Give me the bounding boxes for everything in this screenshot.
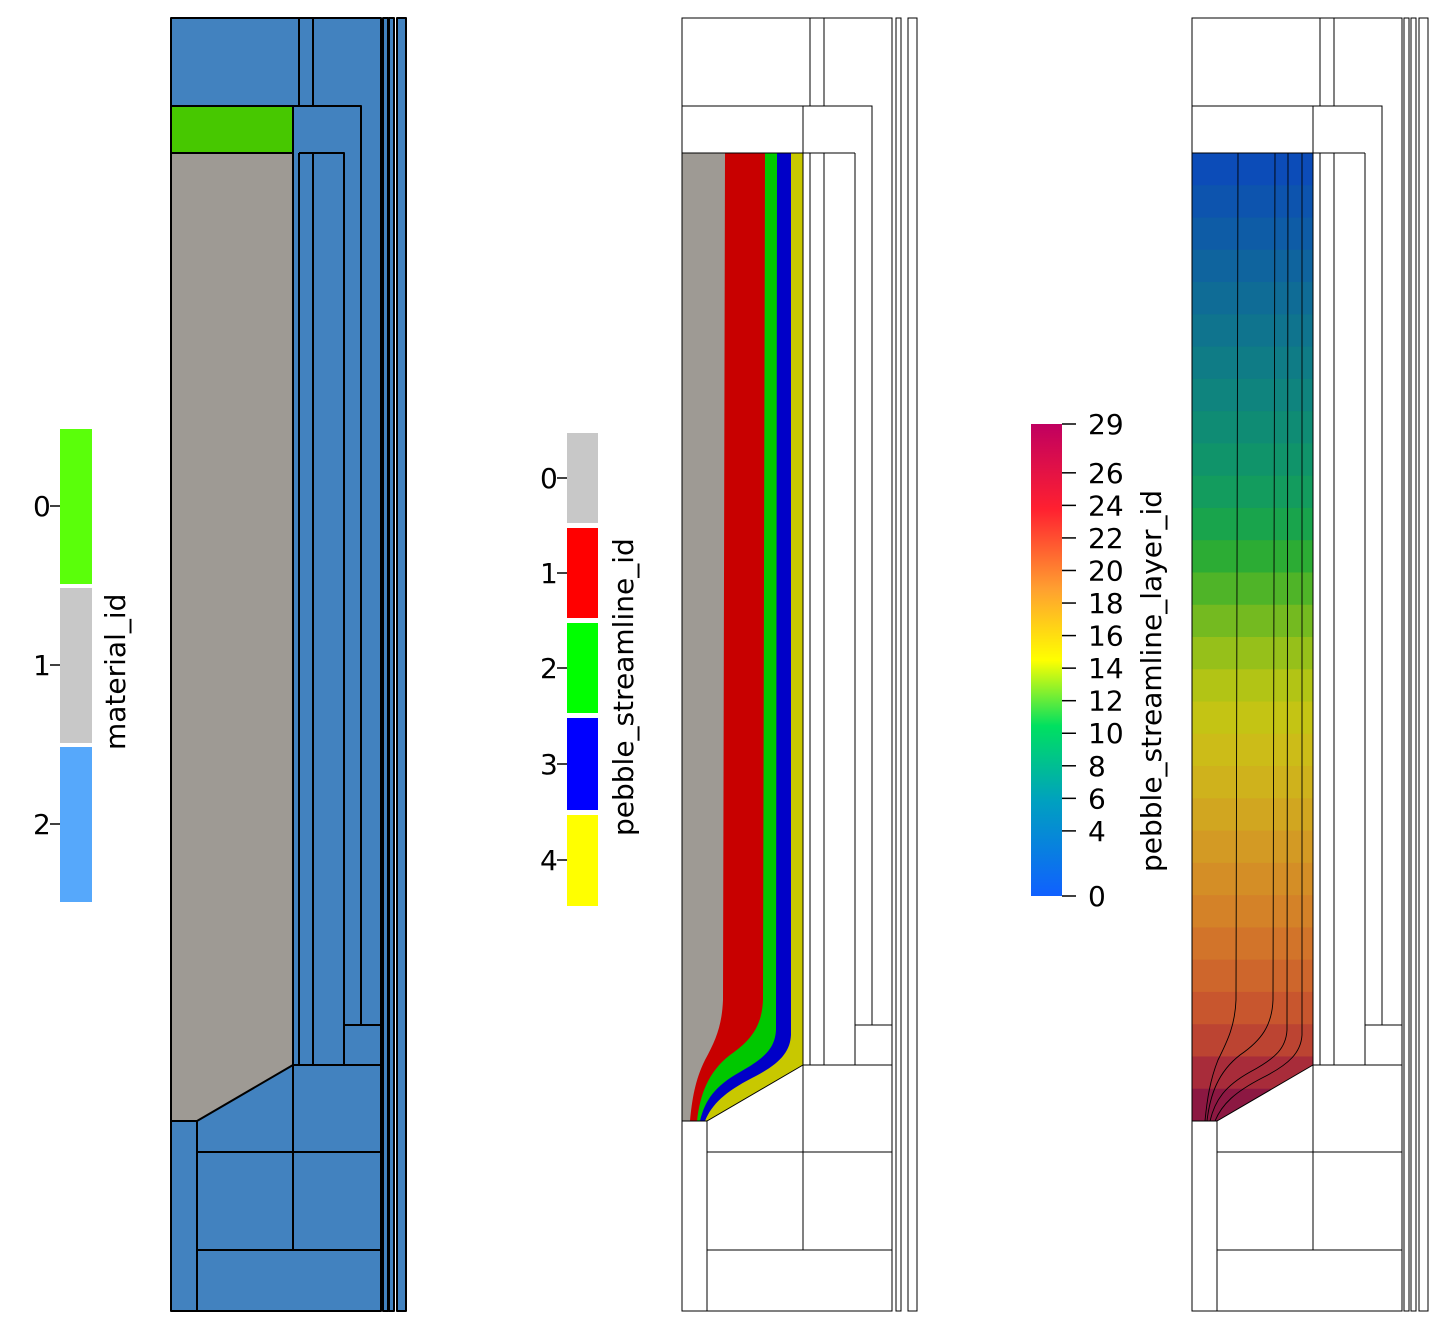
material-swatch-2: [60, 747, 92, 902]
layer-band: [1192, 830, 1313, 864]
layer-band: [1192, 443, 1313, 477]
layer-band: [1192, 991, 1313, 1025]
layer-tick-label: 18: [1088, 587, 1124, 620]
layer-tick-label: 14: [1088, 652, 1124, 685]
layer-tick-label: 29: [1088, 408, 1124, 441]
streamline-swatch-4: [567, 815, 598, 906]
layer-band: [1192, 282, 1313, 315]
layer-band: [1192, 1088, 1313, 1121]
layer-band: [1192, 766, 1313, 799]
top-reflector-green: [170, 105, 294, 154]
streamline-swatch-2: [567, 623, 598, 713]
layer-band: [1192, 701, 1313, 735]
material-tick-2: 2: [33, 808, 51, 841]
streamline-tick-2: 2: [540, 652, 558, 685]
layer-streamline-line-3: [1209, 152, 1289, 1122]
fuel-region-gray: [170, 152, 294, 1122]
layer-band: [1192, 637, 1313, 670]
layer-tick-label: 24: [1088, 489, 1124, 522]
streamline-swatch-3: [567, 718, 598, 810]
layer-band: [1192, 733, 1313, 767]
layer-streamline-line-2: [1206, 152, 1276, 1122]
layer-tick-label: 12: [1088, 685, 1124, 718]
layer-tick-label: 22: [1088, 522, 1124, 555]
layer-band: [1192, 153, 1313, 186]
layer-tick-label: 0: [1088, 880, 1106, 913]
layer-band: [1192, 604, 1313, 638]
streamline-swatch-0: [567, 433, 598, 523]
layer-legend-title: pebble_streamline_layer_id: [1135, 490, 1168, 872]
layer-band: [1192, 314, 1313, 348]
layer-band: [1192, 507, 1313, 541]
layer-tick-label: 8: [1088, 750, 1106, 783]
streamline-tick-0: 0: [540, 462, 558, 495]
material-panel: 0 1 2 material_id: [33, 17, 407, 1312]
layer-tick-label: 16: [1088, 620, 1124, 653]
layer-tick-label: 4: [1088, 815, 1106, 848]
layer-band: [1192, 669, 1313, 703]
layer-band: [1192, 411, 1313, 444]
layer-band: [1192, 927, 1313, 961]
layer-streamline-line-4: [1214, 153, 1303, 1122]
layer-streamline-line-1: [1204, 152, 1239, 1122]
material-tick-1: 1: [33, 649, 51, 682]
layer-band: [1192, 895, 1313, 928]
material-swatch-1: [60, 588, 92, 743]
streamline-band-0: [682, 153, 725, 1121]
layer-tick-label: 10: [1088, 717, 1124, 750]
streamline-bands: [682, 153, 803, 1121]
layer-band: [1192, 1024, 1313, 1058]
material-tick-0: 0: [33, 490, 51, 523]
layer-band: [1192, 378, 1313, 412]
material-geometry: [170, 17, 407, 1312]
layer-bands: [1192, 153, 1313, 1121]
layer-tick-label: 20: [1088, 554, 1124, 587]
streamline-panel: 0 1 2 3 4 pebble_streamline_id: [540, 17, 918, 1312]
material-legend: 0 1 2 material_id: [33, 429, 132, 902]
layer-band: [1192, 217, 1313, 251]
material-legend-title: material_id: [99, 594, 132, 750]
layer-tick-label: 26: [1088, 457, 1124, 490]
streamline-tick-3: 3: [540, 748, 558, 781]
layer-tick-label: 6: [1088, 782, 1106, 815]
streamline-tick-1: 1: [540, 557, 558, 590]
material-swatch-0: [60, 429, 92, 584]
streamline-tick-4: 4: [540, 844, 558, 877]
layer-streamlines: [1204, 152, 1303, 1122]
streamline-outline: [681, 17, 918, 1312]
layer-band: [1192, 540, 1313, 574]
layer-band: [1192, 346, 1313, 380]
layer-outline: [1191, 17, 1429, 1312]
layer-band: [1192, 959, 1313, 993]
layer-band: [1192, 572, 1313, 606]
layer-colorbar: [1031, 424, 1062, 896]
layer-band: [1192, 862, 1313, 896]
layer-band: [1192, 798, 1313, 832]
streamline-legend-title: pebble_streamline_id: [607, 538, 640, 836]
layer-band: [1192, 185, 1313, 219]
streamline-swatch-1: [567, 528, 598, 618]
layer-band: [1192, 475, 1313, 509]
streamline-legend: 0 1 2 3 4 pebble_streamline_id: [540, 433, 640, 906]
layer-band: [1192, 249, 1313, 283]
